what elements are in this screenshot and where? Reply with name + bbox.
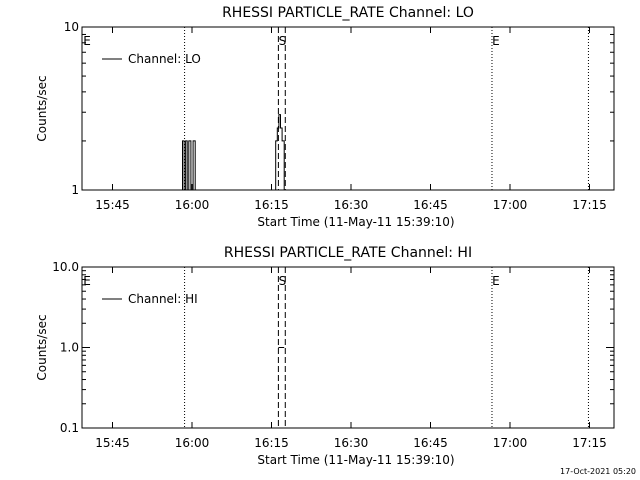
panel-0-legend-label: Channel: LO [128,52,201,66]
panel-0-marker-label: S [279,34,287,48]
panel-0-series-0-line [182,114,285,191]
panel-0-x-tick-label: 16:30 [334,198,369,212]
panel-0-y-tick-label: 10 [64,20,79,34]
panel-1-x-tick-label: 16:45 [413,436,448,450]
panel-0-x-tick-label: 16:00 [175,198,210,212]
panel-1-marker-label: E [492,274,500,288]
panel-0-x-tick-label: 17:00 [493,198,528,212]
panel-0-y-tick-label: 1 [71,183,79,197]
panel-0-x-tick-label: 15:45 [95,198,130,212]
panel-1-y-tick-label: 1.0 [60,341,79,355]
plot-timestamp: 17-Oct-2021 05:20 [560,467,636,476]
panel-1-legend-label: Channel: HI [128,292,198,306]
panel-0-x-axis-label: Start Time (11-May-11 15:39:10) [257,215,454,229]
panel-1-marker-label: E [83,274,91,288]
panel-1-y-axis-label: Counts/sec [35,314,49,380]
panel-1-x-tick-label: 17:15 [572,436,607,450]
panel-1-x-tick-label: 16:00 [175,436,210,450]
panel-0-y-axis-label: Counts/sec [35,75,49,141]
panel-0-x-tick-label: 17:15 [572,198,607,212]
panel-0-title: RHESSI PARTICLE_RATE Channel: LO [222,5,474,21]
panel-1-x-tick-label: 16:30 [334,436,369,450]
panel-1-y-tick-label: 10.0 [52,260,79,274]
panel-0-x-tick-label: 16:45 [413,198,448,212]
panel-1-marker-label: S [279,274,287,288]
panel-1-x-tick-label: 15:45 [95,436,130,450]
panel-0-marker-label: E [492,34,500,48]
panel-0-frame [81,26,615,191]
panel-1-x-axis-label: Start Time (11-May-11 15:39:10) [257,453,454,467]
panel-1-title: RHESSI PARTICLE_RATE Channel: HI [224,245,472,261]
panel-1-y-tick-label: 0.1 [60,421,79,435]
panel-1-x-tick-label: 16:15 [254,436,289,450]
panel-0-x-tick-label: 16:15 [254,198,289,212]
panel-1-x-tick-label: 17:00 [493,436,528,450]
panel-0-marker-label: E [83,34,91,48]
